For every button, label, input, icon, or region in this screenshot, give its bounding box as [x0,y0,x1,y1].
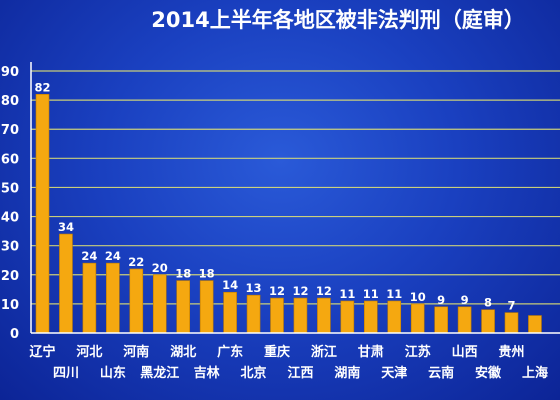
data-label: 22 [128,255,144,269]
y-tick-label: 30 [1,240,19,255]
x-category-label: 安徽 [475,365,502,381]
x-category-label: 江苏 [405,344,431,360]
data-label: 12 [292,284,308,298]
bar [152,274,167,334]
x-category-label: 辽宁 [29,344,55,360]
bar [176,280,190,334]
y-tick-label: 50 [1,181,19,196]
bar [270,297,284,334]
x-category-label: 重庆 [264,344,290,360]
bar [246,294,261,334]
data-label: 20 [152,261,168,275]
bar [410,303,425,334]
data-label: 9 [437,293,445,307]
axes [30,62,560,334]
y-tick-label: 20 [1,269,19,284]
bar [317,297,331,334]
y-tick-label: 0 [10,327,19,342]
bar [129,268,144,334]
bar [199,280,214,334]
x-category-label: 河南 [123,344,149,360]
bar [340,300,355,334]
bar [223,291,237,334]
data-label: 18 [199,267,215,281]
data-label: 12 [316,284,332,298]
data-label: 34 [58,220,74,234]
y-tick-label: 70 [1,123,19,138]
x-category-label: 浙江 [311,344,337,360]
y-tick-label: 10 [1,298,19,313]
bar [59,233,73,334]
data-label: 11 [339,287,355,301]
data-label: 8 [484,296,492,310]
x-category-label: 湖北 [170,345,196,360]
bar [106,262,120,334]
x-category-label: 贵州 [498,344,524,360]
x-category-label: 云南 [428,365,454,381]
bar [363,300,378,334]
x-category-label: 吉林 [194,365,220,381]
data-label: 24 [105,249,121,263]
data-label: 11 [363,287,379,301]
bar [434,306,448,334]
bar [293,297,308,334]
bar [387,300,402,334]
data-label: 7 [507,299,515,313]
y-tick-label: 40 [1,211,19,226]
data-label: 13 [246,281,262,295]
bar [504,312,519,334]
bar [481,309,495,334]
data-label: 9 [461,293,469,307]
y-tick-label: 90 [1,65,19,80]
y-tick-labels: 0 10 20 30 40 50 60 70 80 90 [1,65,19,342]
x-category-label: 天津 [381,365,407,381]
chart-title: 2014上半年各地区被非法判刑（庭审） [151,8,524,32]
x-category-label: 上海 [522,365,548,381]
bars [35,93,542,334]
x-category-label: 山东 [100,365,126,381]
bar [528,315,542,334]
data-labels: 82 34 24 24 22 20 18 18 14 13 12 12 12 11 11 11 10 9 9 8 7 [34,80,515,312]
x-category-label: 湖南 [334,365,360,381]
y-tick-label: 60 [1,152,19,167]
data-label: 11 [386,287,402,301]
bar [35,93,50,334]
data-label: 18 [175,267,191,281]
data-label: 82 [34,80,50,94]
x-category-label: 北京 [241,365,267,381]
data-label: 24 [81,249,97,263]
x-category-label: 江西 [287,365,313,381]
data-label: 14 [222,278,238,292]
x-category-label: 广东 [217,344,243,360]
x-category-label: 四川 [53,366,79,381]
data-label: 10 [410,290,426,304]
x-category-label: 河北 [76,344,102,360]
y-tick-label: 80 [1,94,19,109]
bar [82,262,97,334]
x-category-label: 黑龙江 [140,365,179,381]
data-label: 12 [269,284,285,298]
x-category-label: 山西 [452,344,478,360]
x-category-label: 甘肃 [358,344,384,360]
bar [457,306,472,334]
